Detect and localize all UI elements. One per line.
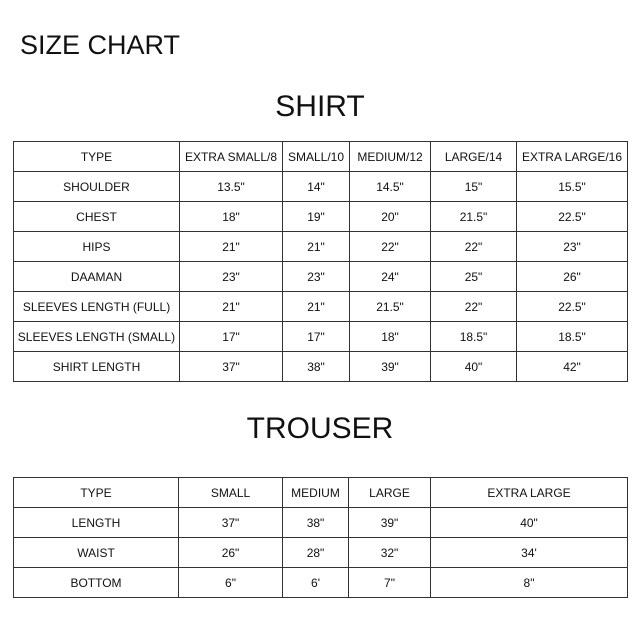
- table-cell: 18": [179, 201, 283, 232]
- header-cell: TYPE: [13, 141, 180, 172]
- header-cell: MEDIUM: [282, 477, 349, 508]
- table-cell: SLEEVES LENGTH (FULL): [13, 291, 180, 322]
- table-cell: 19": [282, 201, 350, 232]
- table-cell: 21": [179, 291, 283, 322]
- table-cell: 23": [179, 261, 283, 292]
- page-title: SIZE CHART: [20, 30, 181, 60]
- table-cell: DAAMAN: [13, 261, 180, 292]
- table-cell: 28": [282, 537, 349, 568]
- header-cell: MEDIUM/12: [349, 141, 431, 172]
- table-cell: 40": [430, 507, 628, 538]
- table-row: LENGTH 37" 38" 39" 40": [13, 507, 628, 538]
- table-cell: 22": [349, 231, 431, 262]
- header-cell: LARGE/14: [430, 141, 517, 172]
- header-row: TYPE EXTRA SMALL/8 SMALL/10 MEDIUM/12 LARGE/…: [13, 141, 628, 172]
- table-cell: 17": [282, 321, 350, 352]
- table-cell: 26": [516, 261, 628, 292]
- table-cell: 21.5": [349, 291, 431, 322]
- table-cell: SHOULDER: [13, 171, 180, 202]
- table-cell: 38": [282, 351, 350, 382]
- shirt-table: TYPE EXTRA SMALL/8 SMALL/10 MEDIUM/12 LARGE/…: [13, 141, 628, 382]
- table-row: HIPS 21" 21" 22" 22" 23": [13, 231, 628, 262]
- header-cell: SMALL: [178, 477, 283, 508]
- table-cell: 22": [430, 231, 517, 262]
- table-cell: 34': [430, 537, 628, 568]
- table-cell: 39": [349, 351, 431, 382]
- table-cell: 13.5": [179, 171, 283, 202]
- table-cell: 25": [430, 261, 517, 292]
- table-cell: 18.5": [516, 321, 628, 352]
- table-cell: 37": [179, 351, 283, 382]
- trouser-table: TYPE SMALL MEDIUM LARGE EXTRA LARGE LENGTH 37"…: [13, 477, 628, 598]
- table-cell: SLEEVES LENGTH (SMALL): [13, 321, 180, 352]
- table-row: SHOULDER 13.5" 14" 14.5" 15" 15.5": [13, 171, 628, 202]
- table-cell: 21": [282, 291, 350, 322]
- table-cell: 38": [282, 507, 349, 538]
- table-cell: 8": [430, 567, 628, 598]
- table-cell: 32": [348, 537, 431, 568]
- table-row: SHIRT LENGTH 37" 38" 39" 40" 42": [13, 351, 628, 382]
- table-cell: 22": [430, 291, 517, 322]
- table-cell: 14": [282, 171, 350, 202]
- table-cell: 7": [348, 567, 431, 598]
- table-cell: WAIST: [13, 537, 179, 568]
- table-cell: 18": [349, 321, 431, 352]
- table-cell: 6': [282, 567, 349, 598]
- table-body: TYPE SMALL MEDIUM LARGE EXTRA LARGE LENGTH 37"…: [13, 477, 628, 598]
- table-cell: 26": [178, 537, 283, 568]
- table-row: BOTTOM 6" 6' 7" 8": [13, 567, 628, 598]
- table-cell: CHEST: [13, 201, 180, 232]
- table-cell: 22.5": [516, 291, 628, 322]
- table-cell: 23": [282, 261, 350, 292]
- table-row: SLEEVES LENGTH (SMALL) 17" 17" 18" 18.5" 18.5…: [13, 321, 628, 352]
- table-cell: SHIRT LENGTH: [13, 351, 180, 382]
- table-cell: 23": [516, 231, 628, 262]
- table-body: TYPE EXTRA SMALL/8 SMALL/10 MEDIUM/12 LARGE/…: [13, 141, 628, 382]
- table-row: DAAMAN 23" 23" 24" 25" 26": [13, 261, 628, 292]
- table-cell: 39": [348, 507, 431, 538]
- table-cell: 22.5": [516, 201, 628, 232]
- table-cell: 21.5": [430, 201, 517, 232]
- header-cell: EXTRA LARGE: [430, 477, 628, 508]
- table-cell: BOTTOM: [13, 567, 179, 598]
- table-cell: 40": [430, 351, 517, 382]
- table-cell: 24": [349, 261, 431, 292]
- table-cell: 18.5": [430, 321, 517, 352]
- table-cell: 21": [282, 231, 350, 262]
- shirt-title: SHIRT: [275, 90, 365, 123]
- header-cell: EXTRA SMALL/8: [179, 141, 283, 172]
- header-cell: TYPE: [13, 477, 179, 508]
- header-cell: LARGE: [348, 477, 431, 508]
- table-row: CHEST 18" 19" 20" 21.5" 22.5": [13, 201, 628, 232]
- header-cell: SMALL/10: [282, 141, 350, 172]
- table-cell: HIPS: [13, 231, 180, 262]
- table-cell: LENGTH: [13, 507, 179, 538]
- trouser-title: TROUSER: [246, 412, 394, 445]
- table-cell: 17": [179, 321, 283, 352]
- table-cell: 42": [516, 351, 628, 382]
- table-cell: 20": [349, 201, 431, 232]
- table-cell: 6": [178, 567, 283, 598]
- table-cell: 15.5": [516, 171, 628, 202]
- header-row: TYPE SMALL MEDIUM LARGE EXTRA LARGE: [13, 477, 628, 508]
- table-cell: 15": [430, 171, 517, 202]
- table-cell: 21": [179, 231, 283, 262]
- header-cell: EXTRA LARGE/16: [516, 141, 628, 172]
- table-cell: 14.5": [349, 171, 431, 202]
- table-cell: 37": [178, 507, 283, 538]
- table-row: SLEEVES LENGTH (FULL) 21" 21" 21.5" 22" 22.5": [13, 291, 628, 322]
- table-row: WAIST 26" 28" 32" 34': [13, 537, 628, 568]
